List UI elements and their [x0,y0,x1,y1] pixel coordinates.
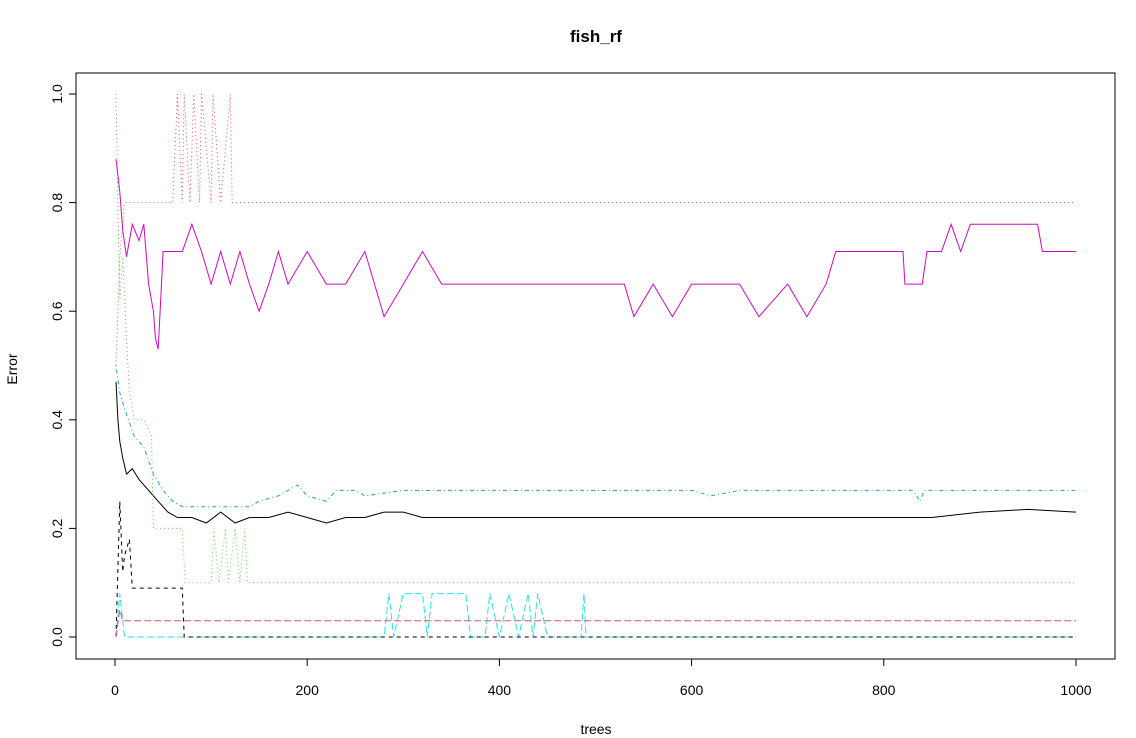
y-axis: 0.0 0.2 0.4 0.6 0.8 1.0 [49,84,76,647]
series-line-6 [115,159,1076,350]
x-axis-label: trees [580,721,611,737]
y-tick-label: 0.0 [49,627,65,647]
y-tick-label: 0.8 [49,193,65,213]
series-line-8 [115,609,1076,638]
x-tick-label: 200 [296,682,320,698]
x-tick-label: 600 [680,682,704,698]
series-line-7 [115,501,1076,638]
series-layer [115,93,1077,638]
x-tick-label: 0 [111,682,119,698]
x-tick-label: 800 [872,682,896,698]
series-line-1 [115,381,1077,524]
y-tick-label: 0.4 [49,410,65,430]
y-tick-label: 1.0 [49,84,65,104]
plot-border [75,72,1116,660]
series-line-4 [115,365,1076,508]
y-axis-label: Error [4,353,20,384]
x-tick-label: 1000 [1060,682,1091,698]
x-tick-label: 400 [488,682,512,698]
x-axis: 0 200 400 600 800 1000 [111,659,1092,698]
y-tick-label: 0.6 [49,301,65,321]
chart-title: fish_rf [570,27,622,46]
y-tick-label: 0.2 [49,518,65,538]
